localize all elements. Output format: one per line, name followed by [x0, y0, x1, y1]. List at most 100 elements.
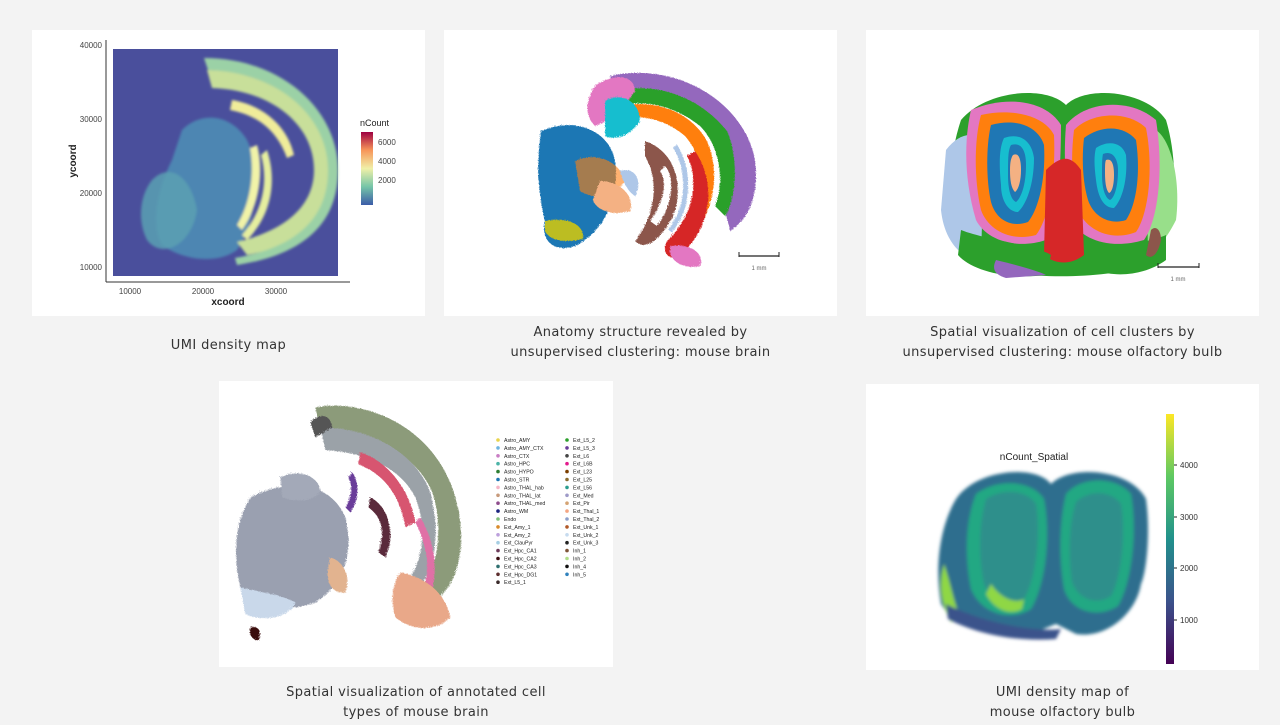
legend-marker	[565, 501, 569, 505]
legend-label: Ext_Hpc_CA1	[504, 549, 537, 555]
legend-marker	[496, 548, 500, 553]
legend-label: Ext_Med	[573, 493, 594, 499]
legend-marker	[565, 446, 569, 450]
caption-line: Spatial visualization of annotated cell	[286, 685, 546, 700]
legend-marker	[565, 477, 569, 482]
caption-line: mouse olfactory bulb	[989, 705, 1136, 720]
caption-celltypes: Spatial visualization of annotated cell …	[219, 683, 613, 723]
legend-marker	[565, 572, 569, 577]
caption-line: types of mouse brain	[343, 705, 489, 720]
legend-label: Astro_HYPO	[504, 470, 534, 476]
legend-label: Ext_Pir	[573, 501, 590, 507]
legend-marker	[496, 454, 500, 458]
legend-marker	[565, 493, 569, 498]
legend-marker	[565, 461, 569, 466]
clusters-ob-chart: 1 mm	[941, 93, 1200, 283]
clusters-ob-panel: 1 mm	[866, 30, 1259, 316]
legend-marker	[565, 548, 569, 553]
umi-brain-chart: 40000 30000 20000 10000 10000 20000 3000…	[68, 40, 396, 308]
legend-label: Inh_5	[573, 572, 586, 578]
legend-marker	[565, 533, 569, 537]
x-axis-label: xcoord	[211, 297, 244, 308]
legend-tick: 4000	[378, 157, 396, 166]
legend-tick: 3000	[1180, 513, 1198, 522]
legend-marker	[496, 525, 500, 529]
caption-line: Spatial visualization of cell clusters b…	[930, 325, 1195, 340]
caption-line: UMI density map of	[995, 685, 1130, 700]
umi-brain-panel: 40000 30000 20000 10000 10000 20000 3000…	[32, 30, 425, 316]
y-tick: 40000	[80, 41, 103, 50]
legend-tick: 1000	[1180, 616, 1198, 625]
legend-marker	[565, 556, 569, 561]
legend-col-2: Ext_L5_2 Ext_L5_3 Ext_L6 Ext_L6B Ext_L23 Ext_…	[565, 438, 599, 578]
x-tick: 30000	[265, 287, 288, 296]
legend-title: nCount	[360, 118, 390, 128]
colorbar	[361, 132, 373, 205]
legend-marker	[565, 438, 569, 442]
x-tick: 10000	[119, 287, 142, 296]
scale-bar-label: 1 mm	[1171, 277, 1186, 283]
legend-label: Ext_L6B	[573, 462, 593, 468]
legend-marker	[496, 469, 500, 474]
umi-ob-chart: nCount_Spatial 4000 3000 2000 1000	[938, 414, 1198, 664]
legend-label: Ext_Unk_2	[573, 533, 598, 539]
celltypes-chart: Astro_AMY Astro_AMY_CTX Astro_CTX Astro_HPC…	[234, 404, 599, 639]
y-tick: 20000	[80, 189, 103, 198]
legend-label: Ext_ClauPyr	[504, 541, 533, 547]
legend-label: Inh_1	[573, 549, 586, 555]
legend-label: Ext_Hpc_CA3	[504, 564, 537, 570]
caption-clusters-ob: Spatial visualization of cell clusters b…	[866, 323, 1259, 363]
legend-label: Ext_Thal_1	[573, 509, 599, 515]
legend-label: Ext_Thal_2	[573, 517, 599, 523]
caption-umi-ob: UMI density map of mouse olfactory bulb	[866, 683, 1259, 723]
legend-marker	[565, 469, 569, 474]
legend-label: Astro_STR	[504, 478, 530, 484]
legend-marker	[496, 477, 500, 482]
legend-marker	[496, 533, 500, 537]
legend-label: Ext_L5_3	[573, 446, 595, 452]
legend-marker	[496, 509, 500, 513]
legend-marker	[496, 540, 500, 545]
colorbar	[1166, 414, 1174, 664]
legend-label: Ext_L25	[573, 478, 592, 484]
y-tick: 30000	[80, 115, 103, 124]
x-tick: 20000	[192, 287, 215, 296]
legend-label: Ext_Amy_2	[504, 533, 531, 539]
legend-marker	[496, 493, 500, 498]
umi-ob-panel: nCount_Spatial 4000 3000 2000 1000	[866, 384, 1259, 670]
legend-marker	[496, 580, 500, 584]
legend-label: Ext_L5_1	[504, 580, 526, 586]
legend-marker	[496, 564, 500, 569]
legend-label: Endo	[504, 517, 516, 523]
caption-anatomy-brain: Anatomy structure revealed by unsupervis…	[444, 323, 837, 363]
legend-label: Astro_AMY	[504, 438, 531, 444]
caption-line: Anatomy structure revealed by	[533, 325, 748, 340]
legend-tick: 2000	[378, 176, 396, 185]
legend-label: Inh_4	[573, 564, 586, 570]
legend-label: Ext_L6	[573, 454, 589, 460]
legend-marker	[565, 540, 569, 545]
legend-label: Astro_AMY_CTX	[504, 446, 544, 452]
caption-line: unsupervised clustering: mouse brain	[510, 345, 771, 360]
legend-marker	[496, 517, 500, 521]
legend-marker	[496, 485, 500, 490]
legend-marker	[565, 509, 569, 513]
legend-marker	[565, 485, 569, 490]
anatomy-brain-chart: 1 mm	[537, 71, 780, 272]
legend-marker	[565, 517, 569, 521]
legend-marker	[496, 446, 500, 450]
legend-label: Ext_L23	[573, 470, 592, 476]
legend-label: Astro_THAL_med	[504, 501, 545, 507]
legend-marker	[496, 556, 500, 561]
legend-marker	[496, 461, 500, 466]
legend-tick: 4000	[1180, 461, 1198, 470]
legend-marker	[565, 454, 569, 458]
caption-line: unsupervised clustering: mouse olfactory…	[902, 345, 1223, 360]
legend-label: Astro_HPC	[504, 462, 530, 468]
legend-label: Ext_Unk_3	[573, 541, 598, 547]
y-axis-label: ycoord	[68, 144, 79, 177]
legend-tick: 2000	[1180, 564, 1198, 573]
legend-label: Inh_2	[573, 557, 586, 563]
legend-label: Astro_CTX	[504, 454, 530, 460]
legend-label: Ext_L56	[573, 485, 592, 491]
